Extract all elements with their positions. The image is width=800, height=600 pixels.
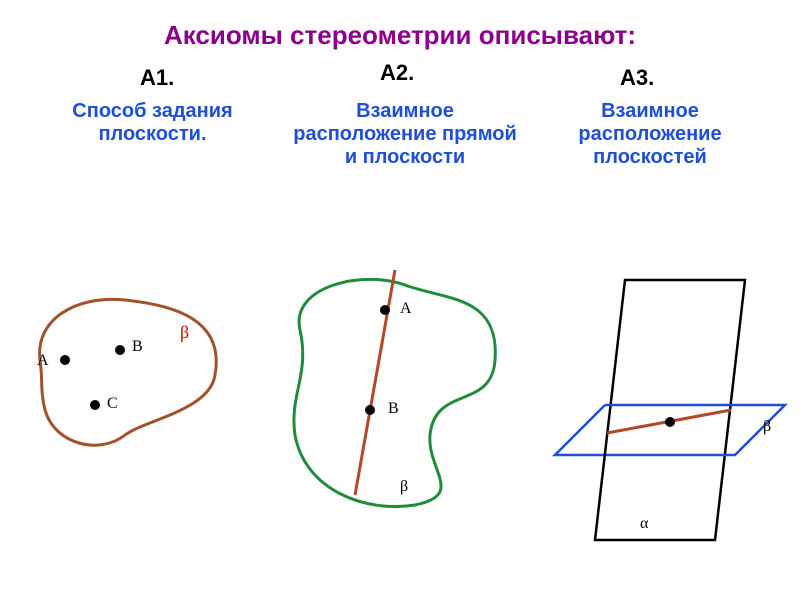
label-beta: β	[400, 478, 408, 496]
label-b: B	[388, 400, 399, 418]
col-a2-label: А2.	[380, 60, 414, 86]
page: Аксиомы стереометрии описывают: А1. Спос…	[0, 0, 800, 600]
plane-beta-front	[605, 405, 785, 455]
diagram-a1: A B C β	[15, 270, 245, 480]
plane-beta-back	[555, 405, 670, 455]
diagram-a3-svg	[545, 260, 795, 550]
intersection-point	[665, 417, 675, 427]
label-c: C	[107, 395, 118, 413]
diagram-a2: A B β	[265, 260, 515, 520]
label-beta: β	[180, 322, 189, 343]
point-b	[365, 405, 375, 415]
plane-blob	[294, 279, 495, 506]
main-title: Аксиомы стереометрии описывают:	[0, 20, 800, 51]
col-a1-desc: Способ задания плоскости.	[40, 100, 265, 146]
diagram-a3: α β	[545, 260, 795, 550]
col-a1-label: А1.	[140, 65, 174, 91]
diagram-a2-svg	[265, 260, 515, 520]
label-b: B	[132, 338, 143, 356]
col-a3-desc: Взаимное расположение плоскостей	[555, 100, 745, 169]
point-a	[380, 305, 390, 315]
label-a: A	[37, 352, 49, 370]
point-c	[90, 400, 100, 410]
point-a	[60, 355, 70, 365]
col-a2-desc: Взаимное расположение прямой и плоскости	[290, 100, 520, 169]
col-a3-label: А3.	[620, 65, 654, 91]
label-a: A	[400, 300, 412, 318]
diagram-a1-svg	[15, 270, 245, 480]
plane-blob	[40, 299, 217, 445]
line-through-plane	[355, 270, 395, 495]
point-b	[115, 345, 125, 355]
label-beta: β	[763, 418, 771, 436]
plane-alpha	[595, 280, 745, 540]
label-alpha: α	[640, 515, 648, 533]
